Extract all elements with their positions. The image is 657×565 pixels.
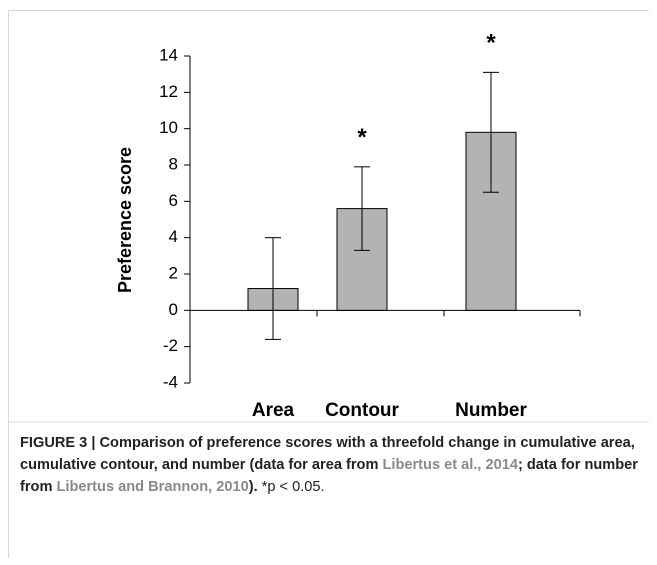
y-axis-label: Preference score	[115, 147, 135, 293]
figure-frame	[8, 10, 649, 558]
caption-text: Comparison of preference scores with a t…	[20, 435, 635, 473]
y-tick-label: 4	[169, 227, 178, 246]
y-tick-label: 6	[169, 191, 178, 210]
caption-note: *p < 0.05.	[261, 479, 325, 495]
x-tick-label: Area	[252, 400, 295, 421]
chart: Preference score -4 -2 0 2 4 6 8 10 12 14 Area Cont…	[8, 30, 649, 423]
y-tick-label: 0	[169, 300, 178, 319]
reference-link[interactable]: Libertus and Brannon, 2010	[56, 479, 249, 495]
caption-label: FIGURE 3 |	[20, 435, 96, 451]
caption-text: ; data for number from	[20, 457, 638, 495]
y-tick-label: 8	[169, 154, 178, 173]
x-tick-label: Contour	[325, 400, 399, 421]
caption-text: ).	[248, 479, 258, 495]
y-tick-label: 2	[169, 263, 178, 282]
y-tick-label: -2	[163, 336, 178, 355]
significance-marker: *	[486, 30, 496, 57]
y-tick-label: -4	[163, 372, 178, 391]
x-tick-label: Number	[455, 400, 527, 421]
y-tick-label: 10	[159, 118, 178, 137]
significance-marker: *	[357, 124, 367, 151]
reference-link[interactable]: Libertus et al., 2014	[382, 457, 518, 473]
caption: FIGURE 3 | Comparison of preference scor…	[20, 432, 640, 498]
y-tick-label: 14	[159, 45, 178, 64]
y-tick-label: 12	[159, 82, 178, 101]
